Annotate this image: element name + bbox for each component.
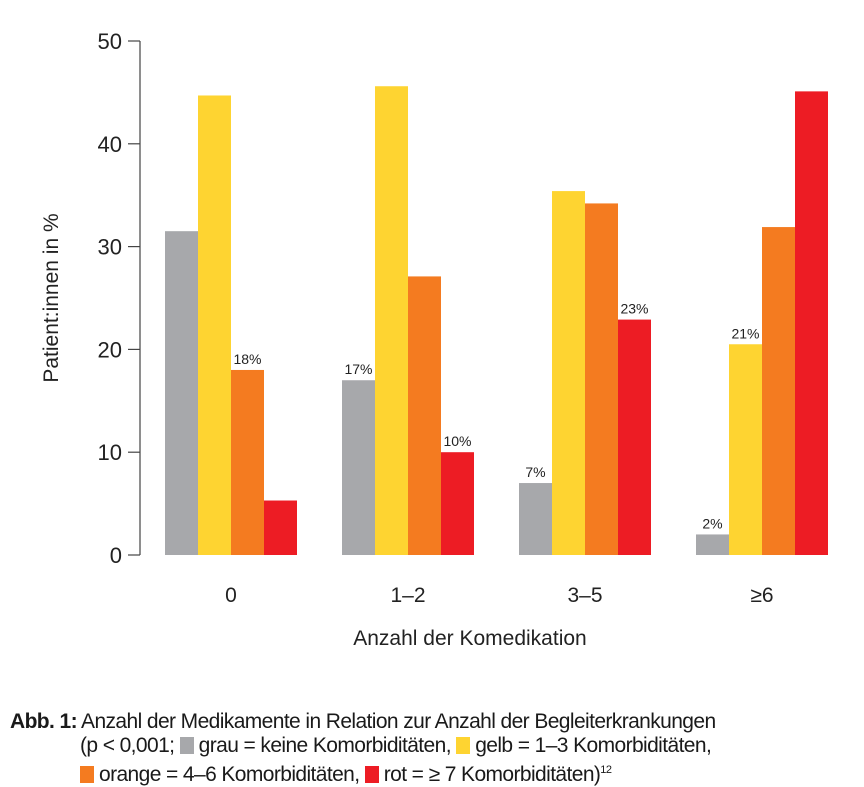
data-label: 7% bbox=[525, 464, 545, 480]
data-label: 17% bbox=[344, 361, 372, 377]
legend-swatch-rot bbox=[364, 766, 379, 783]
x-tick-label: 1–2 bbox=[390, 584, 425, 607]
legend-orange: orange = 4–6 Komorbiditäten, bbox=[99, 763, 360, 786]
bar-grau-0 bbox=[165, 231, 198, 555]
data-label: 2% bbox=[702, 515, 722, 531]
legend-grau: grau = keine Komorbiditäten, bbox=[198, 734, 452, 757]
caption-pvalue: (p < 0,001; bbox=[80, 734, 175, 757]
y-tick-label: 20 bbox=[98, 337, 122, 362]
legend-rot: rot = ≥ 7 Komorbiditäten) bbox=[383, 763, 601, 786]
bar-orange-2 bbox=[585, 203, 618, 555]
bar-gelb-2 bbox=[552, 191, 585, 555]
bar-rot-0 bbox=[264, 500, 297, 555]
legend-gelb: gelb = 1–3 Komorbiditäten, bbox=[475, 734, 712, 757]
bar-grau-1 bbox=[342, 380, 375, 555]
legend-swatch-orange bbox=[80, 766, 94, 783]
caption-title: Anzahl der Medikamente in Relation zur A… bbox=[81, 710, 716, 733]
x-tick-label: 0 bbox=[225, 584, 237, 607]
y-axis-label: Patient:innen in % bbox=[40, 213, 63, 382]
bar-grau-3 bbox=[696, 534, 729, 555]
bar-grau-2 bbox=[519, 483, 552, 555]
y-tick-label: 30 bbox=[98, 235, 122, 260]
bar-rot-2 bbox=[618, 319, 651, 555]
y-tick-label: 40 bbox=[98, 132, 122, 157]
y-tick-label: 10 bbox=[98, 440, 122, 465]
bar-rot-1 bbox=[441, 452, 474, 555]
data-label: 18% bbox=[233, 351, 261, 367]
x-tick-label: ≥6 bbox=[750, 584, 773, 607]
figure-caption: Abb. 1: Anzahl der Medikamente in Relati… bbox=[10, 710, 860, 787]
y-tick-label: 0 bbox=[110, 543, 122, 568]
bar-orange-0 bbox=[231, 369, 264, 555]
bar-orange-1 bbox=[408, 276, 441, 555]
data-label: 21% bbox=[731, 325, 759, 341]
legend-swatch-gelb bbox=[456, 737, 471, 754]
data-label: 10% bbox=[443, 433, 471, 449]
data-label: 23% bbox=[620, 301, 648, 317]
y-tick-label: 50 bbox=[98, 29, 122, 54]
x-axis-label: Anzahl der Komedikation bbox=[353, 627, 586, 650]
bar-gelb-0 bbox=[198, 95, 231, 555]
bar-rot-3 bbox=[795, 91, 828, 555]
bar-chart: 0 10 20 30 40 50 Patient:innen in % 18% 0 17% 10% 1… bbox=[40, 29, 828, 650]
caption-label: Abb. 1: bbox=[10, 710, 78, 733]
x-tick-label: 3–5 bbox=[567, 584, 602, 607]
reference: 12 bbox=[600, 764, 612, 776]
bar-gelb-1 bbox=[375, 86, 408, 556]
bar-orange-3 bbox=[762, 227, 795, 555]
bar-gelb-3 bbox=[729, 344, 762, 555]
legend-swatch-grau bbox=[179, 737, 194, 754]
